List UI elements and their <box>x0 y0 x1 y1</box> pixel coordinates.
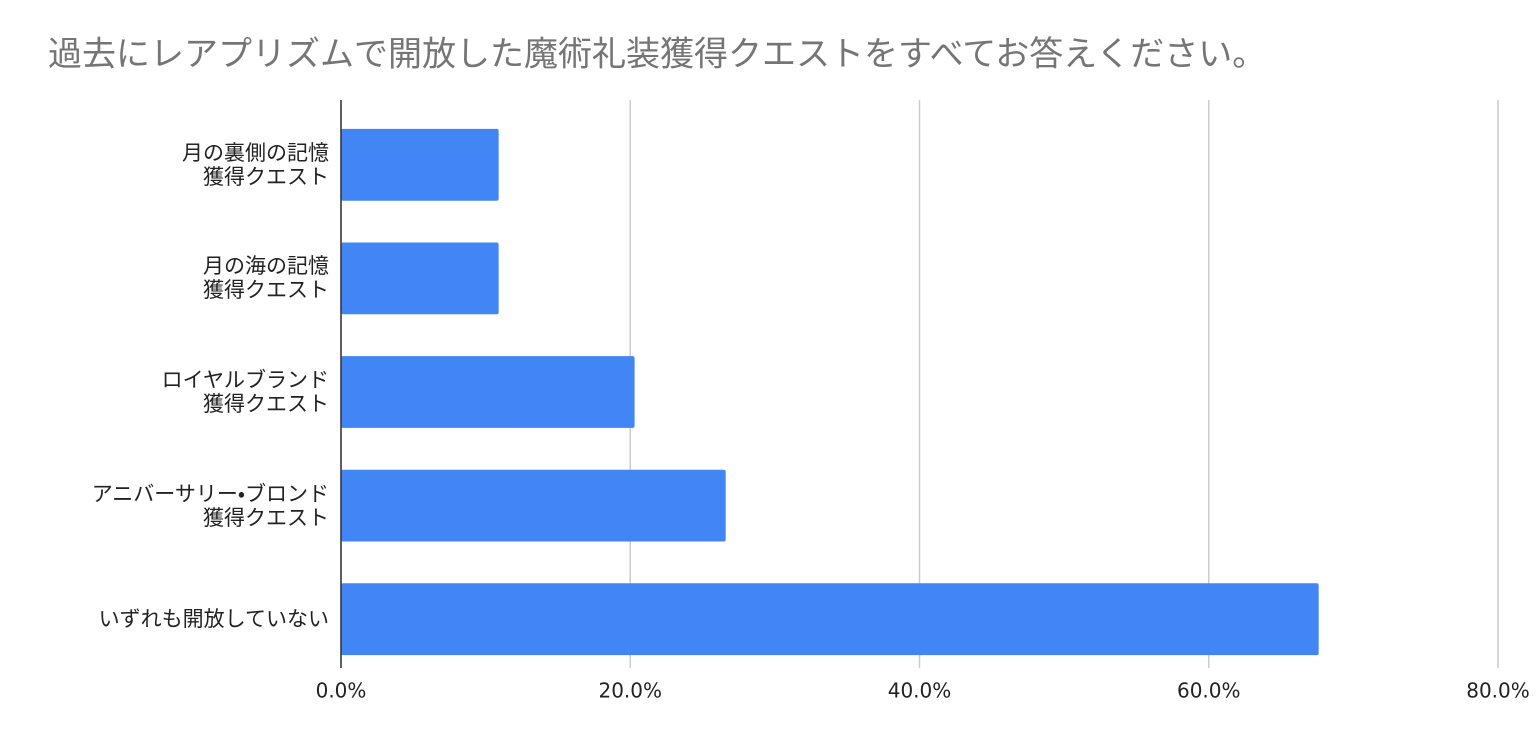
y-tick-label: アニバーサリー・ブロンド 獲得クエスト <box>91 481 329 530</box>
x-tick-label: 20.0% <box>598 679 662 703</box>
x-tick-label: 0.0% <box>316 679 367 703</box>
y-tick-label: 月の裏側の記憶 獲得クエスト <box>182 140 329 189</box>
y-tick-label: いずれも開放していない <box>98 607 329 632</box>
bar <box>341 356 635 428</box>
x-tick-label: 40.0% <box>888 679 952 703</box>
x-tick-label: 60.0% <box>1177 679 1241 703</box>
chart-title: 過去にレアプリズムで開放した魔術礼装獲得クエストをすべてお答えください。 <box>48 35 1266 75</box>
bar <box>341 583 1319 656</box>
bar <box>341 128 499 201</box>
bar <box>341 469 726 542</box>
y-tick-label: ロイヤルブランド 獲得クエスト <box>161 368 329 416</box>
x-tick-label: 80.0% <box>1466 679 1530 703</box>
y-tick-label: 月の海の記憶 獲得クエスト <box>203 254 329 303</box>
bar <box>341 242 499 315</box>
